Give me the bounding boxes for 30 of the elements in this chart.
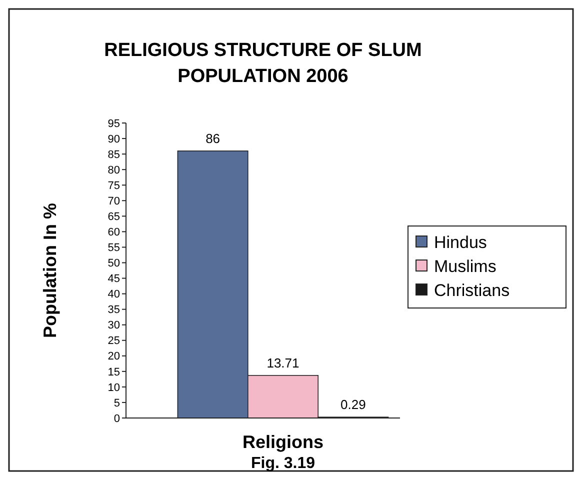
y-tick-label: 60 (108, 226, 120, 239)
y-axis-title: Population In % (40, 203, 60, 338)
y-tick-label: 75 (108, 180, 120, 192)
caption: Fig. 3.19 (250, 455, 316, 472)
y-tick-label: 15 (108, 366, 120, 378)
y-tick-label: 35 (108, 304, 120, 316)
y-tick-label: 45 (108, 273, 120, 286)
y-tick-label: 20 (108, 350, 120, 363)
y-tick-label: 10 (108, 382, 120, 394)
data-label: 13.71 (266, 355, 300, 370)
x-axis-title: Religions (242, 432, 324, 452)
y-tick-label: 25 (108, 335, 120, 348)
y-tick-label: 40 (108, 288, 120, 301)
y-tick-label: 85 (108, 148, 120, 161)
y-tick-label: 90 (108, 133, 120, 146)
chart-title: RELIGIOUS STRUCTURE OF SLUM POPULATION 2006 (104, 40, 422, 87)
data-label: 0.29 (340, 397, 366, 412)
legend-label: Christians (434, 280, 510, 300)
y-tick-label: 55 (108, 242, 120, 254)
y-tick-label: 65 (108, 211, 120, 224)
y-tick-label: 80 (108, 164, 120, 176)
legend-label: Hindus (434, 232, 487, 252)
y-tick-label: 5 (114, 397, 120, 410)
y-tick-label: 70 (108, 195, 120, 208)
y-tick-label: 50 (108, 258, 120, 270)
legend-label: Muslims (434, 256, 496, 276)
y-tick-label: 30 (108, 320, 120, 332)
data-label: 86 (206, 130, 220, 146)
y-tick-label: 95 (108, 118, 120, 130)
y-tick-label: 0 (114, 412, 120, 425)
